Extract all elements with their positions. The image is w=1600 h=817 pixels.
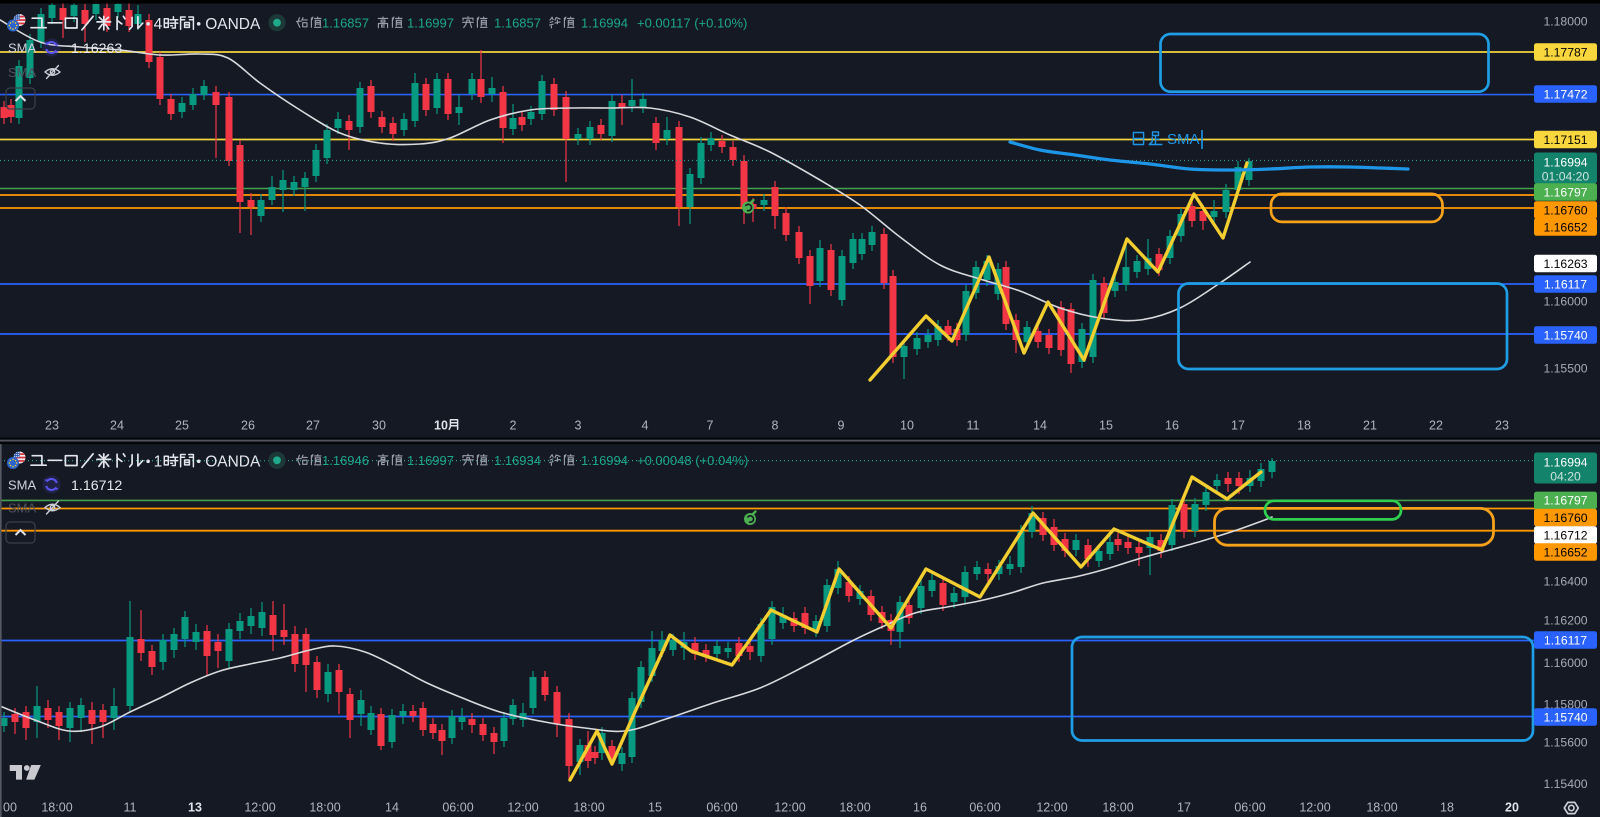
svg-text:1: 1 — [154, 454, 163, 471]
svg-text:1.16263: 1.16263 — [71, 41, 122, 57]
svg-text:18:00: 18:00 — [309, 801, 340, 815]
svg-text:20: 20 — [1505, 801, 1519, 815]
svg-text:01:04:20: 01:04:20 — [1542, 169, 1590, 183]
svg-text:12:00: 12:00 — [507, 801, 538, 815]
svg-text:18: 18 — [1440, 801, 1454, 815]
svg-text:23: 23 — [45, 419, 59, 433]
svg-text:18:00: 18:00 — [1366, 801, 1397, 815]
svg-text:1.16200: 1.16200 — [1543, 613, 1587, 627]
svg-text:27: 27 — [306, 419, 320, 433]
svg-text:18:00: 18:00 — [41, 801, 72, 815]
svg-text:18:00: 18:00 — [839, 801, 870, 815]
svg-text:1.16797: 1.16797 — [1543, 185, 1587, 199]
svg-text:12:00: 12:00 — [244, 801, 275, 815]
svg-text:1.17472: 1.17472 — [1543, 87, 1587, 101]
svg-text:18:00: 18:00 — [1102, 801, 1133, 815]
svg-text:06:00: 06:00 — [1234, 801, 1265, 815]
svg-text:23: 23 — [1495, 419, 1509, 433]
svg-text:1.15800: 1.15800 — [1543, 697, 1587, 711]
svg-text:SMA: SMA — [1167, 131, 1200, 148]
svg-text:13: 13 — [188, 801, 202, 815]
svg-text:18:00: 18:00 — [573, 801, 604, 815]
svg-text:12:00: 12:00 — [774, 801, 805, 815]
svg-text:4: 4 — [154, 16, 163, 33]
svg-text:14: 14 — [385, 801, 399, 815]
svg-text:12:00: 12:00 — [1299, 801, 1330, 815]
svg-text:1.15400: 1.15400 — [1543, 777, 1587, 791]
svg-text:1.16997: 1.16997 — [407, 453, 454, 468]
svg-text:10: 10 — [434, 419, 448, 433]
svg-text:1.16997: 1.16997 — [407, 16, 454, 31]
svg-text:1.16117: 1.16117 — [1544, 277, 1587, 291]
svg-text:17: 17 — [1231, 419, 1245, 433]
svg-text:1.16263: 1.16263 — [1543, 257, 1587, 271]
svg-text:25: 25 — [175, 419, 189, 433]
svg-text:1.16117: 1.16117 — [1544, 633, 1587, 647]
svg-text:4: 4 — [642, 419, 649, 433]
svg-text:1.16934: 1.16934 — [494, 453, 541, 468]
svg-text:1.17151: 1.17151 — [1543, 133, 1587, 147]
svg-text:1.15500: 1.15500 — [1543, 361, 1587, 375]
svg-text:10: 10 — [900, 419, 914, 433]
svg-text:1.16400: 1.16400 — [1543, 574, 1587, 588]
svg-text:21: 21 — [1363, 419, 1377, 433]
svg-text:14: 14 — [1033, 419, 1047, 433]
svg-text:1.16857: 1.16857 — [494, 16, 541, 31]
svg-text:12:00: 12:00 — [1036, 801, 1067, 815]
svg-text:1.16857: 1.16857 — [322, 16, 369, 31]
svg-text:SMA: SMA — [8, 501, 37, 516]
svg-text:1.16994: 1.16994 — [1543, 155, 1587, 169]
svg-text:8: 8 — [772, 419, 779, 433]
svg-text:SMA: SMA — [8, 41, 37, 56]
svg-text:1.16946: 1.16946 — [322, 453, 369, 468]
svg-text:1.16712: 1.16712 — [1543, 528, 1587, 542]
svg-text:+0.00048 (+0.04%): +0.00048 (+0.04%) — [637, 453, 748, 468]
svg-text:OANDA: OANDA — [205, 16, 261, 33]
svg-text:3: 3 — [575, 419, 582, 433]
svg-text:1.16994: 1.16994 — [581, 453, 628, 468]
svg-text:1.17787: 1.17787 — [1543, 45, 1587, 59]
svg-text:SMA: SMA — [8, 65, 37, 80]
svg-text:2: 2 — [510, 419, 517, 433]
svg-text:1.16652: 1.16652 — [1543, 545, 1587, 559]
svg-text:1.15600: 1.15600 — [1543, 735, 1587, 749]
svg-text:9: 9 — [838, 419, 845, 433]
svg-text:7: 7 — [707, 419, 714, 433]
svg-text:11: 11 — [967, 419, 980, 433]
svg-text:04:20: 04:20 — [1550, 469, 1581, 483]
svg-text:1.16994: 1.16994 — [581, 16, 628, 31]
svg-text:1.16652: 1.16652 — [1543, 220, 1587, 234]
svg-text:15: 15 — [648, 801, 662, 815]
svg-text:15: 15 — [1099, 419, 1113, 433]
svg-text:1.16000: 1.16000 — [1543, 656, 1587, 670]
svg-text:24: 24 — [110, 419, 124, 433]
svg-text:1.16994: 1.16994 — [1543, 455, 1587, 469]
svg-text:SMA: SMA — [8, 478, 37, 493]
svg-text:1.16797: 1.16797 — [1543, 494, 1587, 508]
svg-text:1.16712: 1.16712 — [71, 478, 122, 494]
svg-text:11: 11 — [124, 801, 137, 815]
svg-text:26: 26 — [241, 419, 255, 433]
svg-text:18: 18 — [1297, 419, 1311, 433]
svg-text:06:00: 06:00 — [706, 801, 737, 815]
svg-text:1.16000: 1.16000 — [1543, 294, 1587, 308]
svg-text:+0.00117 (+0.10%): +0.00117 (+0.10%) — [637, 16, 747, 31]
svg-text:1.15740: 1.15740 — [1543, 328, 1587, 342]
svg-text:00: 00 — [3, 801, 17, 815]
svg-text:16: 16 — [913, 801, 927, 815]
svg-text:06:00: 06:00 — [969, 801, 1000, 815]
svg-text:OANDA: OANDA — [205, 454, 261, 471]
svg-text:1.16760: 1.16760 — [1543, 511, 1587, 525]
svg-text:30: 30 — [372, 419, 386, 433]
svg-text:1.18000: 1.18000 — [1543, 14, 1587, 28]
svg-text:22: 22 — [1429, 419, 1443, 433]
svg-text:1.15740: 1.15740 — [1543, 710, 1587, 724]
svg-text:1.16760: 1.16760 — [1543, 203, 1587, 217]
svg-text:17: 17 — [1177, 801, 1191, 815]
svg-text:06:00: 06:00 — [442, 801, 473, 815]
svg-text:16: 16 — [1165, 419, 1179, 433]
